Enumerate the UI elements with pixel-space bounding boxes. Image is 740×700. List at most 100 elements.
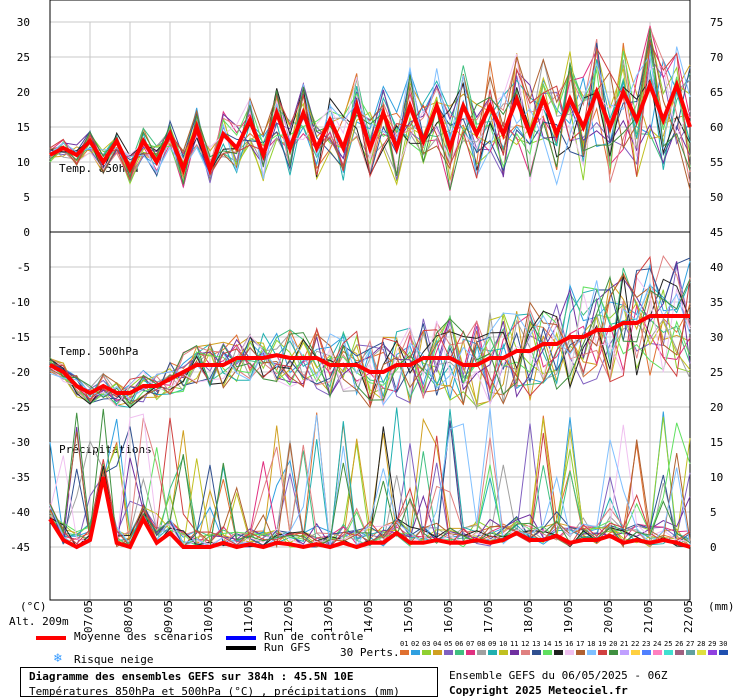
legend-control-swatch xyxy=(226,636,256,640)
right-tick-label: 75 xyxy=(710,16,723,29)
right-tick-label: 50 xyxy=(710,191,723,204)
pert-color-swatch xyxy=(653,650,662,655)
pert-number: 29 xyxy=(708,640,717,648)
snowflake-icon: ❄ xyxy=(54,651,62,666)
right-tick-label: 35 xyxy=(710,296,723,309)
pert-number: 08 xyxy=(477,640,486,648)
pert-number: 13 xyxy=(532,640,541,648)
pert-number: 10 xyxy=(499,640,508,648)
pert-number: 19 xyxy=(598,640,607,648)
pert-number: 14 xyxy=(543,640,552,648)
left-tick-label: -15 xyxy=(10,331,30,344)
right-tick-label: 5 xyxy=(710,506,717,519)
pert-color-swatch xyxy=(719,650,728,655)
right-tick-label: 0 xyxy=(710,541,717,554)
panel-label: Temp. 500hPa xyxy=(59,345,138,358)
pert-number: 24 xyxy=(653,640,662,648)
member-line xyxy=(49,28,691,191)
pert-number: 16 xyxy=(565,640,574,648)
right-tick-label: 40 xyxy=(710,261,723,274)
left-tick-label: -30 xyxy=(10,436,30,449)
pert-color-swatch xyxy=(620,650,629,655)
ensemble-info: Ensemble GEFS du 06/05/2025 - 06Z xyxy=(449,669,668,682)
member-line xyxy=(49,33,691,185)
pert-number: 09 xyxy=(488,640,497,648)
x-tick-label: 10/05 xyxy=(202,600,215,633)
left-tick-label: -45 xyxy=(10,541,30,554)
unit-right: (mm) xyxy=(708,600,735,613)
pert-color-swatch xyxy=(642,650,651,655)
x-tick-label: 18/05 xyxy=(522,600,535,633)
right-tick-label: 25 xyxy=(710,366,723,379)
member-line xyxy=(49,33,691,190)
x-tick-label: 09/05 xyxy=(162,600,175,633)
pert-color-swatch xyxy=(598,650,607,655)
pert-number: 17 xyxy=(576,640,585,648)
member-line xyxy=(49,417,691,548)
pert-number: 04 xyxy=(433,640,442,648)
x-tick-label: 07/05 xyxy=(82,600,95,633)
pert-number: 15 xyxy=(554,640,563,648)
pert-number: 06 xyxy=(455,640,464,648)
x-tick-label: 08/05 xyxy=(122,600,135,633)
pert-number: 30 xyxy=(719,640,728,648)
pert-color-swatch xyxy=(587,650,596,655)
pert-number: 01 xyxy=(400,640,409,648)
member-line xyxy=(49,46,691,187)
left-tick-label: 0 xyxy=(23,226,30,239)
pert-color-swatch xyxy=(697,650,706,655)
x-tick-label: 16/05 xyxy=(442,600,455,633)
pert-color-swatch xyxy=(708,650,717,655)
right-tick-label: 10 xyxy=(710,471,723,484)
pert-number: 02 xyxy=(411,640,420,648)
copyright: Copyright 2025 Meteociel.fr xyxy=(449,684,628,697)
member-line xyxy=(49,49,691,184)
left-tick-label: -25 xyxy=(10,401,30,414)
x-tick-label: 19/05 xyxy=(562,600,575,633)
pert-color-swatch xyxy=(554,650,563,655)
x-tick-label: 14/05 xyxy=(362,600,375,633)
mean-line xyxy=(49,314,690,396)
pert-number: 20 xyxy=(609,640,618,648)
pert-number: 18 xyxy=(587,640,596,648)
pert-color-swatch xyxy=(532,650,541,655)
mean-line xyxy=(49,78,692,176)
legend-perts-label: 30 Perts. xyxy=(340,646,400,659)
pert-color-swatch xyxy=(499,650,508,655)
legend-mean-swatch xyxy=(36,636,66,640)
panel-label: Précipitations xyxy=(59,443,152,456)
pert-color-swatch xyxy=(565,650,574,655)
legend-control-label: Run de contrôle xyxy=(264,630,364,643)
pert-color-swatch xyxy=(400,650,409,655)
pert-color-swatch xyxy=(477,650,486,655)
legend-mean-label: Moyenne des scénarios xyxy=(74,630,214,643)
chart-subtitle: Températures 850hPa et 500hPa (°C) , pré… xyxy=(29,685,400,698)
left-tick-label: 30 xyxy=(17,16,30,29)
left-tick-label: 10 xyxy=(17,156,30,169)
pert-number: 21 xyxy=(620,640,629,648)
left-tick-label: -20 xyxy=(10,366,30,379)
pert-color-swatch xyxy=(576,650,585,655)
pert-number: 26 xyxy=(675,640,684,648)
left-tick-label: -40 xyxy=(10,506,30,519)
pert-number: 12 xyxy=(521,640,530,648)
pert-color-swatch xyxy=(422,650,431,655)
left-tick-label: -10 xyxy=(10,296,30,309)
pert-color-swatch xyxy=(411,650,420,655)
pert-number: 27 xyxy=(686,640,695,648)
pert-color-swatch xyxy=(664,650,673,655)
member-line xyxy=(49,261,691,405)
pert-color-swatch xyxy=(488,650,497,655)
x-tick-label: 20/05 xyxy=(602,600,615,633)
pert-color-swatch xyxy=(466,650,475,655)
panel-label: Temp. 850hPa xyxy=(59,162,138,175)
pert-color-swatch xyxy=(609,650,618,655)
pert-color-swatch xyxy=(675,650,684,655)
member-line xyxy=(49,255,691,406)
legend-gfs-swatch xyxy=(226,646,256,650)
right-tick-label: 65 xyxy=(710,86,723,99)
member-line xyxy=(49,254,691,404)
altitude-label: Alt. 209m xyxy=(9,615,69,628)
x-tick-label: 12/05 xyxy=(282,600,295,633)
